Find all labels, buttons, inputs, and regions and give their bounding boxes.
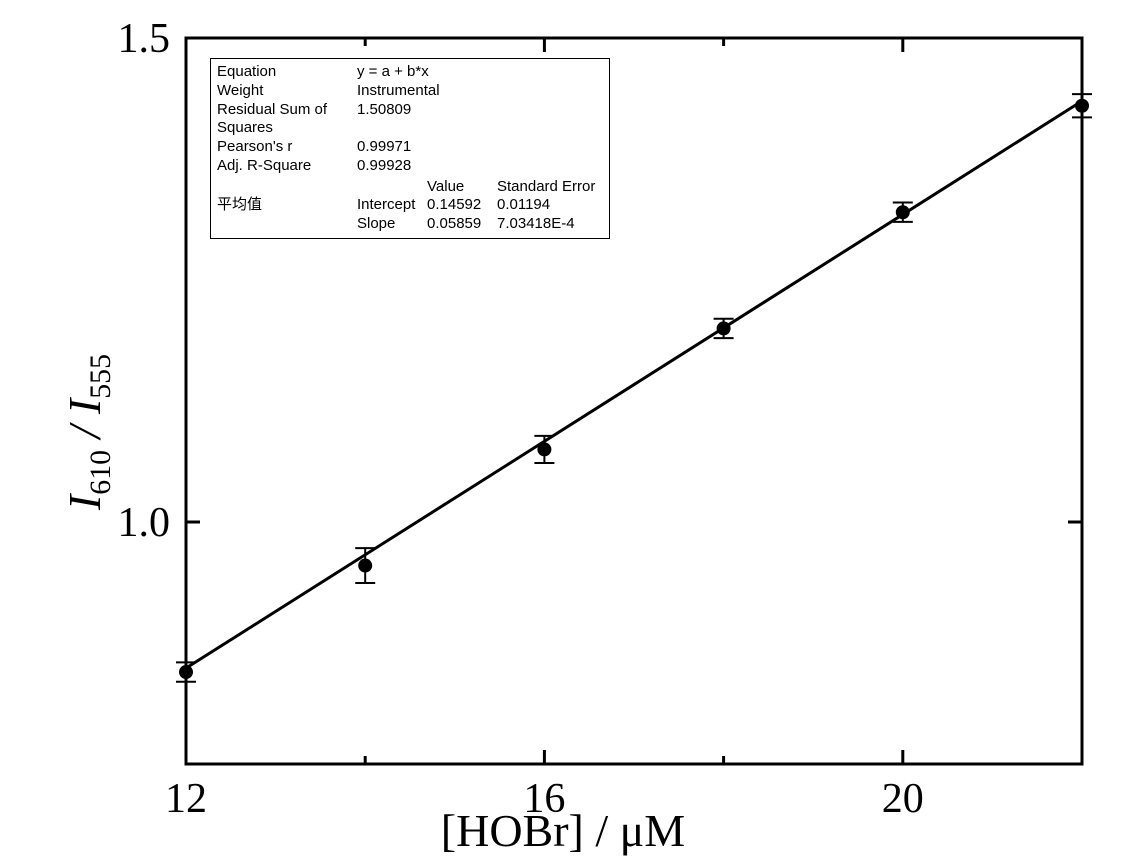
y-tick-label: 1.5 <box>118 16 171 62</box>
data-point <box>537 442 551 456</box>
data-point <box>717 321 731 335</box>
data-point <box>179 665 193 679</box>
y-axis-label: I610 / I555 <box>58 353 118 509</box>
stats-row: Adj. R-Square0.99928 <box>217 157 603 176</box>
stats-table-cell: Intercept <box>357 196 427 215</box>
stats-row: Equationy = a + b*x <box>217 63 603 82</box>
stats-key: Weight <box>217 82 357 101</box>
data-point <box>1075 99 1089 113</box>
stats-table-header-cell <box>357 178 427 197</box>
stats-table-row: 平均值Intercept0.145920.01194 <box>217 196 603 215</box>
stats-table-cell: 0.14592 <box>427 196 497 215</box>
data-point <box>358 559 372 573</box>
stats-row: WeightInstrumental <box>217 82 603 101</box>
stats-key: Adj. R-Square <box>217 157 357 176</box>
stats-table-cell: 平均值 <box>217 196 357 215</box>
stats-table-header-cell: Standard Error <box>497 178 603 197</box>
chart-container: 1216201.01.5 I610 / I555 [HOBr] / μM Equ… <box>0 0 1126 863</box>
stats-table-header: ValueStandard Error <box>217 178 603 197</box>
stats-row: Residual Sum of Squares1.50809 <box>217 101 603 139</box>
stats-table-cell: 7.03418E-4 <box>497 215 603 234</box>
stats-value: y = a + b*x <box>357 63 603 82</box>
stats-key: Residual Sum of Squares <box>217 101 357 139</box>
stats-table: ValueStandard Error平均值Intercept0.145920.… <box>217 178 603 234</box>
stats-value: 0.99928 <box>357 157 603 176</box>
stats-table-header-cell: Value <box>427 178 497 197</box>
stats-value: Instrumental <box>357 82 603 101</box>
stats-table-row: Slope0.058597.03418E-4 <box>217 215 603 234</box>
data-point <box>896 205 910 219</box>
stats-key: Pearson's r <box>217 138 357 157</box>
stats-value: 0.99971 <box>357 138 603 157</box>
stats-table-cell: 0.01194 <box>497 196 603 215</box>
stats-table-cell <box>217 215 357 234</box>
x-axis-label: [HOBr] / μM <box>0 804 1126 857</box>
y-tick-label: 1.0 <box>118 500 171 546</box>
stats-table-cell: 0.05859 <box>427 215 497 234</box>
stats-table-header-cell <box>217 178 357 197</box>
stats-value: 1.50809 <box>357 101 603 139</box>
regression-stats-box: Equationy = a + b*xWeightInstrumentalRes… <box>210 58 610 239</box>
stats-key: Equation <box>217 63 357 82</box>
stats-table-cell: Slope <box>357 215 427 234</box>
stats-row: Pearson's r0.99971 <box>217 138 603 157</box>
